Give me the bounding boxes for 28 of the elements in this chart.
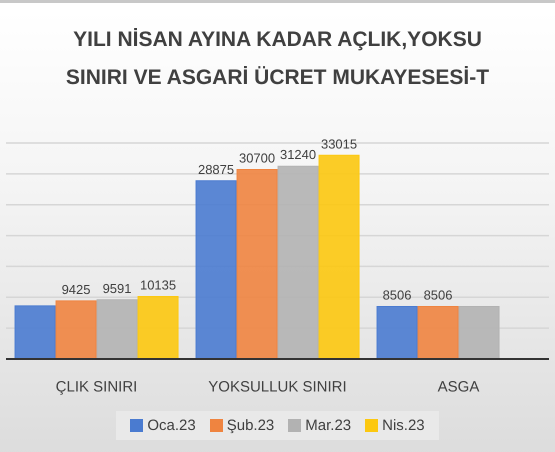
bar bbox=[138, 296, 179, 359]
bar bbox=[96, 299, 138, 359]
data-label: 8506 bbox=[424, 288, 453, 303]
chart-title: YILI NİSAN AYINA KADAR AÇLIK,YOKSU SINIRI VE ASGARİ ÜCRET MUKAYESESİ-T bbox=[64, 27, 490, 91]
x-tick-label: ÇLIK SINIRI bbox=[56, 378, 138, 396]
bar bbox=[418, 306, 459, 359]
data-label: 8506 bbox=[382, 288, 412, 303]
x-tick-label: YOKSULLUK SINIRI bbox=[208, 378, 347, 396]
legend-label: Mar.23 bbox=[304, 417, 352, 434]
bar bbox=[278, 166, 319, 359]
bar bbox=[196, 180, 237, 359]
bar bbox=[376, 306, 418, 359]
bar bbox=[14, 305, 56, 359]
data-label: 10135 bbox=[140, 277, 176, 292]
x-tick-label: ASGA bbox=[438, 378, 480, 396]
data-label: 33015 bbox=[320, 136, 358, 152]
legend-label: Oca.23 bbox=[146, 417, 196, 434]
data-label: 28875 bbox=[198, 162, 234, 177]
bar bbox=[236, 169, 278, 359]
data-label: 30700 bbox=[238, 150, 276, 166]
data-label: 9591 bbox=[102, 280, 132, 296]
legend-label: Nis.23 bbox=[381, 417, 425, 434]
data-label: 31240 bbox=[280, 147, 316, 162]
bar bbox=[56, 300, 97, 359]
bar bbox=[458, 306, 500, 359]
legend-label: Şub.23 bbox=[226, 417, 274, 434]
bar bbox=[318, 154, 360, 359]
data-label: 9425 bbox=[62, 282, 91, 297]
